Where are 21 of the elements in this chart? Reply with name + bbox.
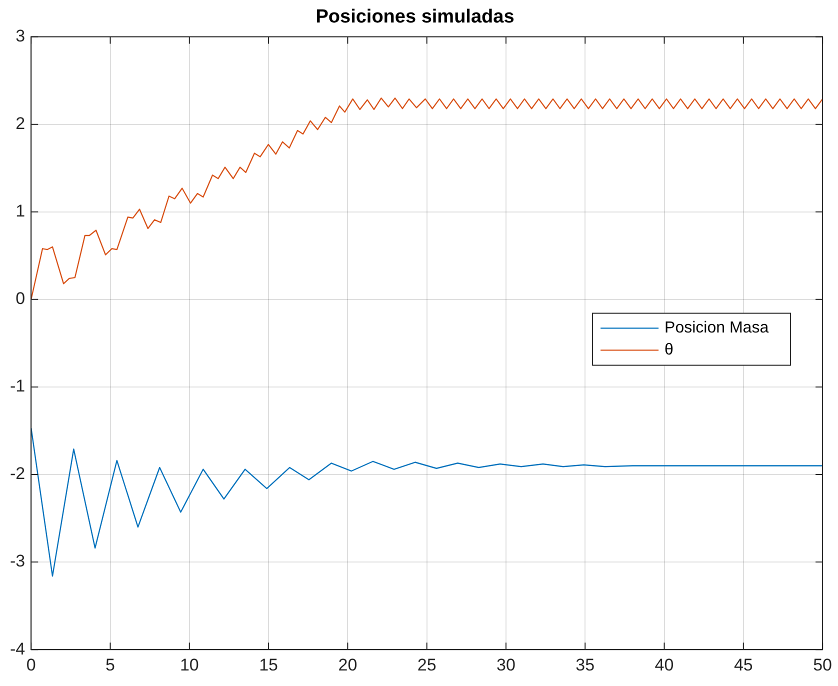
y-tick-label: -4	[10, 639, 26, 658]
x-tick-label: 50	[813, 655, 832, 674]
y-tick-label: 3	[16, 26, 26, 46]
legend-label: θ	[664, 342, 674, 359]
x-tick-label: 40	[654, 655, 674, 674]
y-tick-label: -2	[10, 464, 26, 484]
y-tick-label: 0	[16, 289, 26, 308]
x-tick-label: 35	[576, 655, 595, 674]
x-tick-label: 20	[338, 655, 358, 674]
x-tick-label: 5	[106, 655, 115, 674]
y-tick-label: -1	[10, 376, 26, 396]
x-tick-label: 45	[734, 655, 753, 674]
x-tick-label: 10	[180, 655, 199, 674]
x-tick-label: 15	[259, 655, 278, 674]
chart-title: Posiciones simuladas	[316, 6, 514, 28]
x-tick-label: 30	[496, 655, 516, 674]
y-tick-label: -3	[10, 552, 26, 571]
legend-label: Posicion Masa	[664, 320, 769, 337]
y-tick-label: 2	[16, 114, 26, 134]
y-tick-label: 1	[16, 202, 26, 221]
x-tick-label: 25	[417, 655, 436, 674]
